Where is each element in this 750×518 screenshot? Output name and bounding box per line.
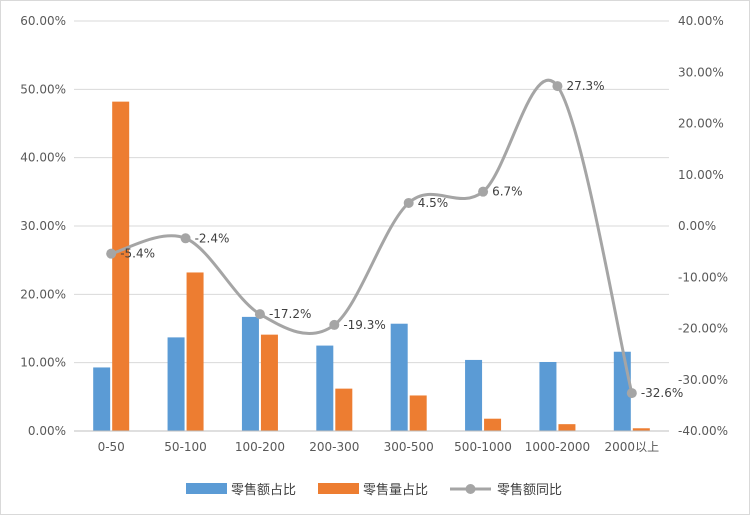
data-label: -32.6% xyxy=(641,386,683,400)
legend-swatch xyxy=(186,483,227,494)
line-point xyxy=(254,309,265,320)
right-tick-label: -10.00% xyxy=(678,270,728,284)
bar-retail-sales-share xyxy=(316,345,334,431)
right-tick-label: 0.00% xyxy=(678,219,716,233)
data-labels: -5.4% -2.4% -17.2% -19.3% 4.5% 6.7% 27.3% -32.6… xyxy=(120,79,683,400)
bar-retail-volume-share xyxy=(558,424,576,431)
left-tick-label: 60.00% xyxy=(20,14,66,28)
x-tick-label: 0-50 xyxy=(98,440,125,454)
bar-retail-sales-share xyxy=(539,361,557,431)
line-point xyxy=(106,248,117,259)
line-point xyxy=(552,81,563,92)
left-tick-label: 10.00% xyxy=(20,356,66,370)
legend-label: 零售量占比 xyxy=(363,482,428,498)
bar-retail-sales-share xyxy=(241,316,259,431)
x-tick-label: 100-200 xyxy=(235,440,285,454)
axes: 0.00% 10.00% 20.00% 30.00% 40.00% 50.00% 60.00… xyxy=(20,14,728,454)
right-tick-label: 30.00% xyxy=(678,65,724,79)
legend-label: 零售额占比 xyxy=(231,482,296,498)
data-label: -17.2% xyxy=(269,307,311,321)
legend-label: 零售额同比 xyxy=(497,482,562,498)
bars xyxy=(93,101,650,431)
left-tick-label: 0.00% xyxy=(28,424,66,438)
right-tick-label: 10.00% xyxy=(678,168,724,182)
data-label: -19.3% xyxy=(343,318,385,332)
left-tick-label: 20.00% xyxy=(20,287,66,301)
bar-retail-volume-share xyxy=(335,388,353,431)
bar-retail-sales-share xyxy=(465,359,483,431)
line-point xyxy=(180,233,191,244)
line-point xyxy=(478,186,489,197)
data-label: 4.5% xyxy=(418,196,449,210)
right-tick-label: -20.00% xyxy=(678,322,728,336)
x-tick-label: 50-100 xyxy=(164,440,207,454)
bar-retail-sales-share xyxy=(167,337,185,431)
bar-retail-volume-share xyxy=(409,395,427,431)
bar-retail-volume-share xyxy=(260,334,278,431)
line-series xyxy=(106,78,637,399)
legend-marker xyxy=(465,484,476,494)
x-tick-label: 300-500 xyxy=(384,440,434,454)
x-tick-label: 2000以上 xyxy=(605,440,660,454)
data-label: -2.4% xyxy=(195,231,230,245)
left-tick-label: 30.00% xyxy=(20,219,66,233)
right-tick-label: 20.00% xyxy=(678,117,724,131)
line-point xyxy=(626,388,637,399)
x-tick-label: 200-300 xyxy=(309,440,359,454)
data-label: -5.4% xyxy=(120,247,155,261)
bar-retail-sales-share xyxy=(93,367,111,431)
legend-swatch xyxy=(318,483,359,494)
left-tick-label: 50.00% xyxy=(20,82,66,96)
bar-retail-volume-share xyxy=(112,101,130,431)
bar-retail-volume-share xyxy=(484,418,502,431)
legend: 零售额占比 零售量占比 零售额同比 xyxy=(186,482,562,498)
right-tick-label: -40.00% xyxy=(678,424,728,438)
bar-retail-sales-share xyxy=(390,323,408,431)
left-tick-label: 40.00% xyxy=(20,151,66,165)
data-label: 27.3% xyxy=(566,79,604,93)
line-point xyxy=(329,319,340,330)
x-tick-label: 1000-2000 xyxy=(525,440,590,454)
x-tick-label: 500-1000 xyxy=(454,440,512,454)
line-point xyxy=(403,197,414,208)
gridlines xyxy=(74,20,669,364)
bar-retail-volume-share xyxy=(186,272,204,431)
right-tick-label: 40.00% xyxy=(678,14,724,28)
data-label: 6.7% xyxy=(492,185,523,199)
bar-retail-volume-share xyxy=(632,428,650,431)
right-tick-label: -30.00% xyxy=(678,373,728,387)
